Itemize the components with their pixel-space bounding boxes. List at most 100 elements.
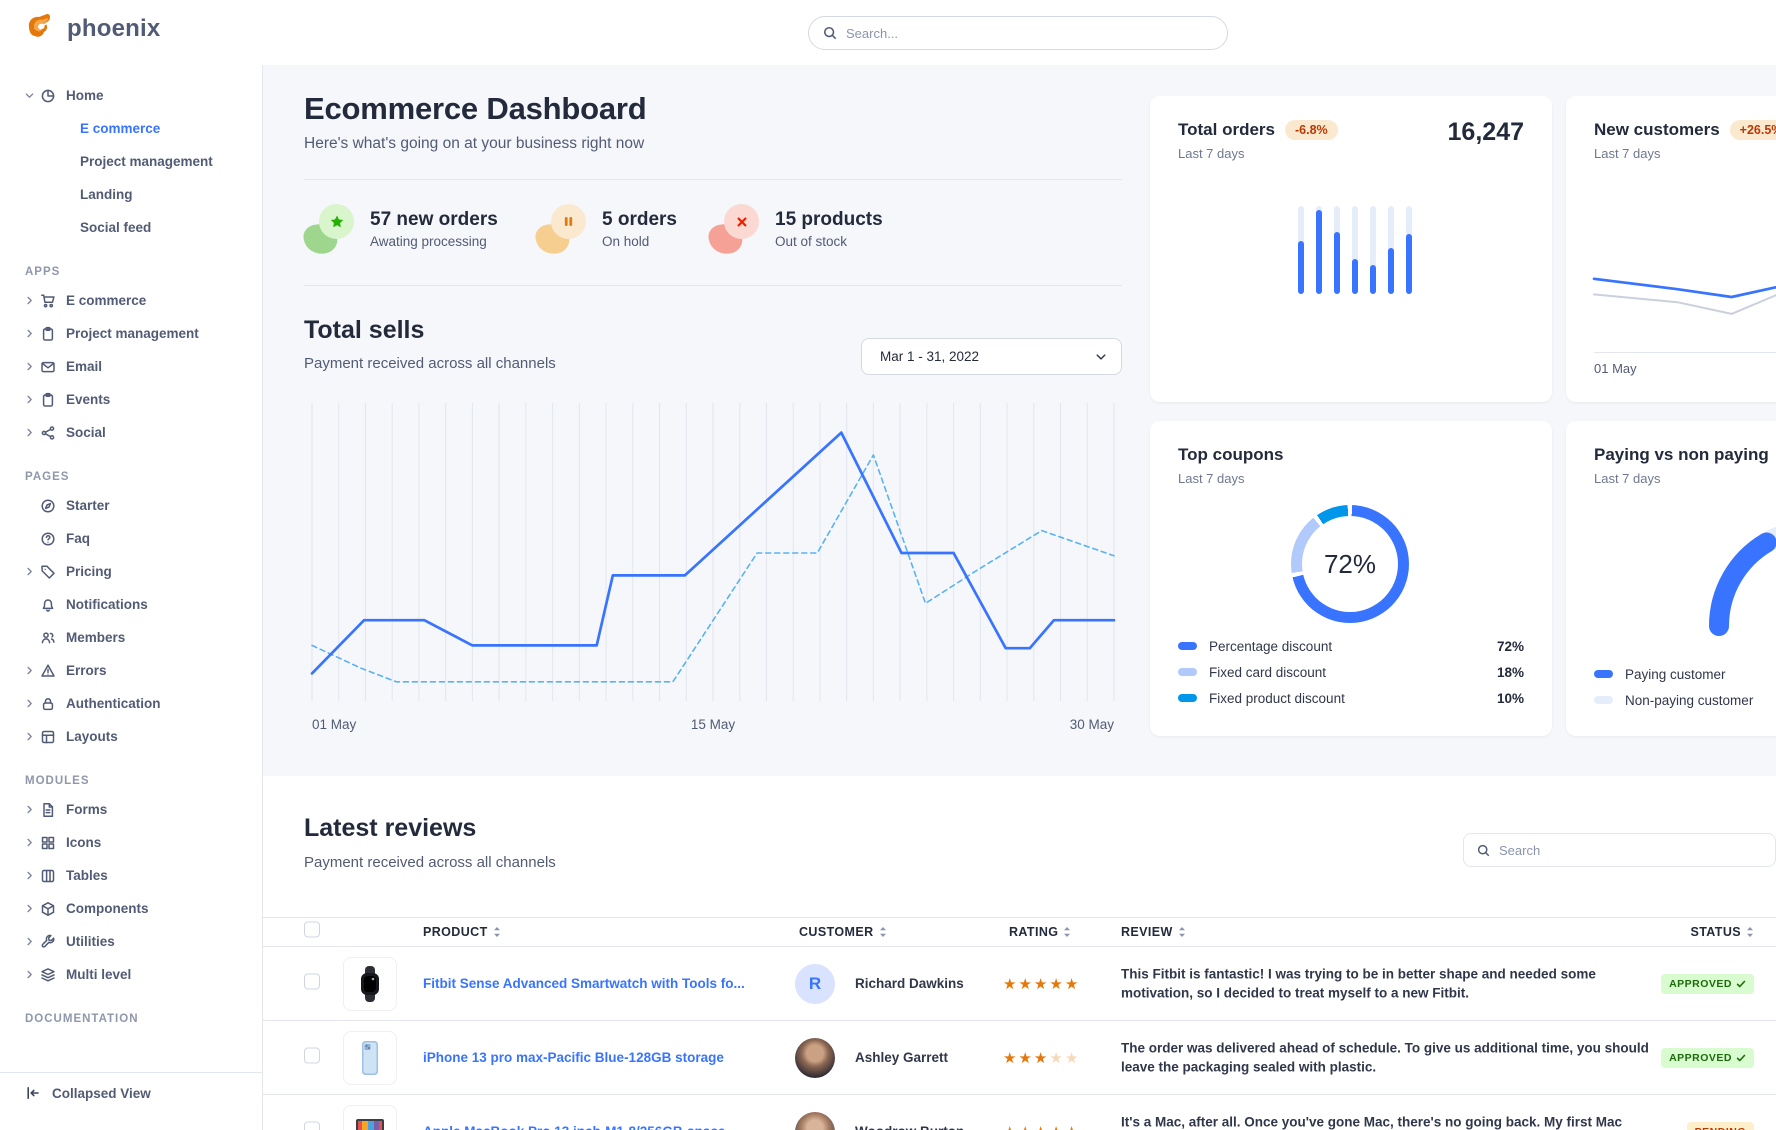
sidebar-item-label: E commerce <box>80 121 161 136</box>
sidebar-item-events[interactable]: Events <box>0 383 262 416</box>
product-link[interactable]: Apple MacBook Pro 13 inch-M1-8/256GB-spa… <box>423 1124 725 1130</box>
row-checkbox[interactable] <box>304 1047 320 1063</box>
sidebar-item-layouts[interactable]: Layouts <box>0 720 262 753</box>
caret-right-icon <box>25 732 39 741</box>
reviews-search[interactable] <box>1463 833 1776 867</box>
legend-value: 18% <box>1496 664 1524 680</box>
column-header-rating[interactable]: RATING <box>1009 925 1071 939</box>
customer-name: Richard Dawkins <box>855 975 964 991</box>
sidebar-item-icons[interactable]: Icons <box>0 826 262 859</box>
sidebar-item-forms[interactable]: Forms <box>0 793 262 826</box>
svg-text:30 May: 30 May <box>1070 717 1115 732</box>
card-title: Paying vs non paying <box>1594 445 1769 464</box>
product-image[interactable] <box>343 956 397 1011</box>
star-icon <box>301 202 356 257</box>
sidebar-item-landing[interactable]: Landing <box>0 178 262 211</box>
caret-right-icon <box>25 871 39 880</box>
sidebar-item-social-feed[interactable]: Social feed <box>0 211 262 244</box>
sidebar-item-tables[interactable]: Tables <box>0 859 262 892</box>
legend-label: Fixed card discount <box>1209 664 1327 680</box>
star-half-icon: ★★ <box>1065 1123 1080 1130</box>
collapse-view-button[interactable]: Collapsed View <box>25 1085 151 1101</box>
sidebar-section-label: DOCUMENTATION <box>25 1013 139 1025</box>
caret-right-icon <box>25 937 39 946</box>
stat-value: 15 products <box>775 209 883 230</box>
sort-icon <box>1063 926 1071 938</box>
column-header-status[interactable]: STATUS <box>1690 925 1754 939</box>
sidebar-item-project-management[interactable]: Project management <box>0 317 262 350</box>
legend-swatch <box>1178 668 1197 676</box>
column-header-product[interactable]: PRODUCT <box>423 925 501 939</box>
search-icon <box>823 26 837 40</box>
sidebar-item-components[interactable]: Components <box>0 892 262 925</box>
sidebar-section-label: APPS <box>25 266 61 278</box>
card-period: Last 7 days <box>1178 471 1245 486</box>
legend-label: Fixed product discount <box>1209 690 1345 706</box>
sidebar-item-e-commerce[interactable]: E commerce <box>0 112 262 145</box>
card-period: Last 7 days <box>1594 146 1661 161</box>
review-text: It's a Mac, after all. Once you've gone … <box>1121 1113 1623 1129</box>
star-icon: ★ <box>1049 975 1065 993</box>
reviews-subtitle: Payment received across all channels <box>304 854 556 871</box>
caret-right-icon <box>25 329 39 338</box>
donut-center-value: 72% <box>1323 548 1377 579</box>
column-header-customer[interactable]: CUSTOMER <box>799 925 887 939</box>
divider <box>304 179 1122 180</box>
column-header-review[interactable]: REVIEW <box>1121 925 1186 939</box>
brand-logo[interactable]: phoenix <box>26 13 160 45</box>
sidebar-item-label: Layouts <box>66 729 118 744</box>
svg-text:15 May: 15 May <box>691 717 736 732</box>
row-checkbox[interactable] <box>304 973 320 989</box>
caret-right-icon <box>25 296 39 305</box>
sidebar-item-label: Components <box>66 901 149 916</box>
global-search[interactable] <box>808 16 1228 50</box>
card-period: Last 7 days <box>1594 471 1661 486</box>
sidebar-item-notifications[interactable]: Notifications <box>0 588 262 621</box>
sidebar-item-errors[interactable]: Errors <box>0 654 262 687</box>
new-customers-chart <box>1592 277 1776 315</box>
product-image[interactable] <box>343 1104 397 1130</box>
sidebar-item-home[interactable]: Home <box>0 79 262 112</box>
divider <box>304 285 1122 286</box>
page-subtitle: Here's what's going on at your business … <box>304 135 645 152</box>
brand-name: phoenix <box>67 15 161 42</box>
product-link[interactable]: Fitbit Sense Advanced Smartwatch with To… <box>423 975 745 991</box>
row-checkbox[interactable] <box>304 1121 320 1130</box>
sidebar-item-social[interactable]: Social <box>0 416 262 449</box>
review-text: The order was delivered ahead of schedul… <box>1121 1039 1649 1075</box>
select-all-checkbox[interactable] <box>304 921 320 938</box>
caret-right-icon <box>25 428 39 437</box>
card-title: Total orders <box>1178 120 1275 139</box>
sidebar-item-project-management[interactable]: Project management <box>0 145 262 178</box>
orders-bar-chart <box>1298 206 1412 294</box>
clipboard-icon <box>39 325 57 343</box>
sidebar-item-multi-level[interactable]: Multi level <box>0 958 262 991</box>
sidebar-item-members[interactable]: Members <box>0 621 262 654</box>
sidebar-item-faq[interactable]: Faq <box>0 522 262 555</box>
caret-right-icon <box>25 666 39 675</box>
bar <box>1316 206 1322 294</box>
sidebar-item-pricing[interactable]: Pricing <box>0 555 262 588</box>
mail-icon <box>39 358 57 376</box>
card-title: New customers <box>1594 120 1720 139</box>
date-range-select[interactable]: Mar 1 - 31, 2022 <box>861 338 1122 375</box>
sort-icon <box>1178 926 1186 938</box>
customer-name: Woodrow Burton <box>855 1124 964 1130</box>
sidebar-item-starter[interactable]: Starter <box>0 489 262 522</box>
search-input[interactable] <box>846 25 1213 41</box>
sidebar-item-authentication[interactable]: Authentication <box>0 687 262 720</box>
review-text: This Fitbit is fantastic! I was trying t… <box>1121 965 1596 1001</box>
product-link[interactable]: iPhone 13 pro max-Pacific Blue-128GB sto… <box>423 1049 724 1065</box>
wrench-icon <box>39 933 57 951</box>
reviews-search-input[interactable] <box>1499 842 1762 858</box>
latest-reviews-section: Latest reviews Payment received across a… <box>263 776 1776 1130</box>
sidebar-item-email[interactable]: Email <box>0 350 262 383</box>
sort-icon <box>493 926 501 938</box>
sidebar-item-label: Tables <box>66 868 108 883</box>
product-image[interactable] <box>343 1030 397 1085</box>
grid-icon <box>39 834 57 852</box>
sidebar-item-utilities[interactable]: Utilities <box>0 925 262 958</box>
sidebar-item-label: Notifications <box>66 597 148 612</box>
sidebar-item-e-commerce[interactable]: E commerce <box>0 284 262 317</box>
caret-right-icon <box>25 838 39 847</box>
